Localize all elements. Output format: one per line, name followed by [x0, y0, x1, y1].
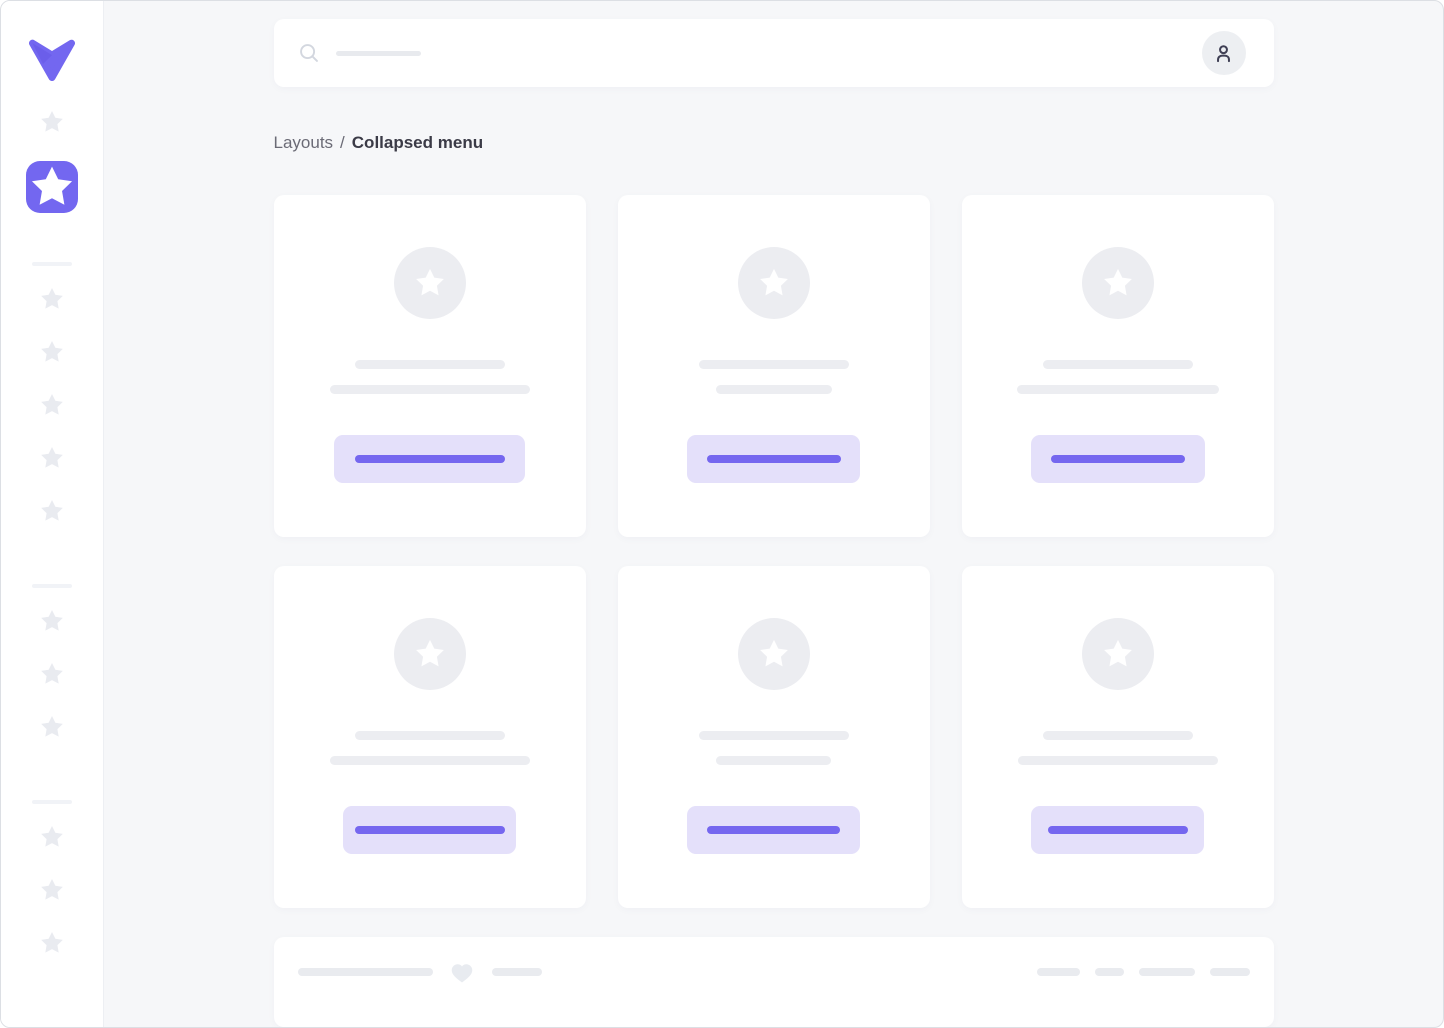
star-icon — [38, 497, 66, 525]
search-bar[interactable] — [273, 19, 1274, 88]
sidebar-divider — [32, 584, 72, 588]
sidebar-item-star[interactable] — [38, 929, 66, 957]
sidebar-item-star[interactable] — [38, 660, 66, 688]
sidebar-group — [1, 285, 103, 525]
sidebar-item-star[interactable] — [38, 497, 66, 525]
card-text-placeholder-1 — [1042, 731, 1193, 741]
card-avatar-circle — [737, 618, 810, 691]
card — [961, 195, 1274, 538]
sidebar-item-star[interactable] — [38, 713, 66, 741]
card-button[interactable] — [1031, 806, 1204, 855]
sidebar-item-star[interactable] — [38, 391, 66, 419]
card — [617, 566, 930, 909]
footer-line-2 — [491, 968, 542, 977]
card-text-placeholder-2 — [329, 385, 530, 395]
card-button-label-placeholder — [1047, 826, 1188, 835]
card-text-placeholder-1 — [698, 731, 849, 741]
sidebar-item-star[interactable] — [38, 876, 66, 904]
card-avatar-circle — [737, 247, 810, 320]
card-button[interactable] — [687, 806, 860, 855]
sidebar-group — [1, 108, 103, 213]
sidebar-item-star[interactable] — [38, 108, 66, 136]
star-icon — [38, 285, 66, 313]
star-icon — [38, 108, 66, 136]
sidebar-item-star[interactable] — [38, 338, 66, 366]
star-icon — [412, 265, 448, 301]
sidebar-item-star[interactable] — [38, 285, 66, 313]
star-icon — [38, 660, 66, 688]
footer-link-placeholder — [1138, 968, 1195, 977]
sidebar-item-star[interactable] — [38, 823, 66, 851]
card-text-placeholder-2 — [329, 756, 530, 766]
sidebar-group — [1, 823, 103, 957]
footer-link-placeholder — [1094, 968, 1124, 977]
footer-links — [1036, 968, 1250, 977]
card-text-placeholder-1 — [1042, 360, 1193, 370]
breadcrumb: Layouts / Collapsed menu — [274, 133, 1274, 153]
star-icon — [26, 161, 78, 213]
star-icon — [38, 929, 66, 957]
sidebar-item-star[interactable] — [38, 607, 66, 635]
card-button[interactable] — [687, 435, 860, 484]
sidebar-divider — [32, 262, 72, 266]
card-button-label-placeholder — [707, 826, 840, 835]
search-placeholder-line — [335, 50, 421, 56]
card-avatar-circle — [393, 247, 466, 320]
star-icon — [38, 338, 66, 366]
star-icon — [1100, 636, 1136, 672]
card-avatar-circle — [1081, 247, 1154, 320]
star-icon — [38, 444, 66, 472]
card-text-placeholder-1 — [698, 360, 849, 370]
card-text-placeholder-2 — [1016, 385, 1219, 395]
star-icon — [38, 391, 66, 419]
card-text-placeholder-1 — [354, 360, 505, 370]
card-button-label-placeholder — [706, 455, 841, 464]
breadcrumb-link-layouts[interactable]: Layouts — [273, 133, 334, 153]
footer-line-1 — [297, 968, 433, 977]
vuesax-logo[interactable] — [28, 39, 76, 81]
card — [961, 566, 1274, 909]
card — [273, 195, 586, 538]
card-button-label-placeholder — [1050, 455, 1185, 464]
star-icon — [1100, 265, 1136, 301]
star-icon — [38, 876, 66, 904]
footer — [273, 937, 1274, 1027]
sidebar — [1, 1, 104, 1027]
star-icon — [412, 636, 448, 672]
card-text-placeholder-2 — [715, 385, 832, 395]
card-text-placeholder-2 — [716, 756, 831, 766]
star-icon — [756, 265, 792, 301]
heart-icon — [448, 958, 476, 986]
card-button[interactable] — [334, 435, 525, 484]
user-icon — [1212, 42, 1235, 65]
sidebar-group — [1, 607, 103, 741]
profile-button[interactable] — [1201, 31, 1246, 76]
card — [617, 195, 930, 538]
sidebar-nav — [1, 108, 103, 957]
footer-link-placeholder — [1209, 968, 1250, 977]
footer-link-placeholder — [1036, 968, 1080, 977]
breadcrumb-current-page: Collapsed menu — [351, 133, 484, 153]
star-icon — [38, 823, 66, 851]
card — [273, 566, 586, 909]
star-icon — [38, 607, 66, 635]
card-grid — [273, 195, 1274, 909]
card-button-label-placeholder — [354, 826, 505, 835]
sidebar-item-star[interactable] — [26, 161, 78, 213]
search-icon — [298, 42, 321, 65]
breadcrumb-separator: / — [340, 133, 345, 153]
card-button[interactable] — [343, 806, 516, 855]
card-avatar-circle — [393, 618, 466, 691]
card-button-label-placeholder — [354, 455, 505, 464]
star-icon — [756, 636, 792, 672]
sidebar-divider — [32, 800, 72, 804]
main-area: Layouts / Collapsed menu — [104, 1, 1443, 1027]
sidebar-item-star[interactable] — [38, 444, 66, 472]
card-text-placeholder-2 — [1017, 756, 1218, 766]
card-avatar-circle — [1081, 618, 1154, 691]
card-button[interactable] — [1030, 435, 1205, 484]
star-icon — [38, 713, 66, 741]
card-text-placeholder-1 — [354, 731, 505, 741]
